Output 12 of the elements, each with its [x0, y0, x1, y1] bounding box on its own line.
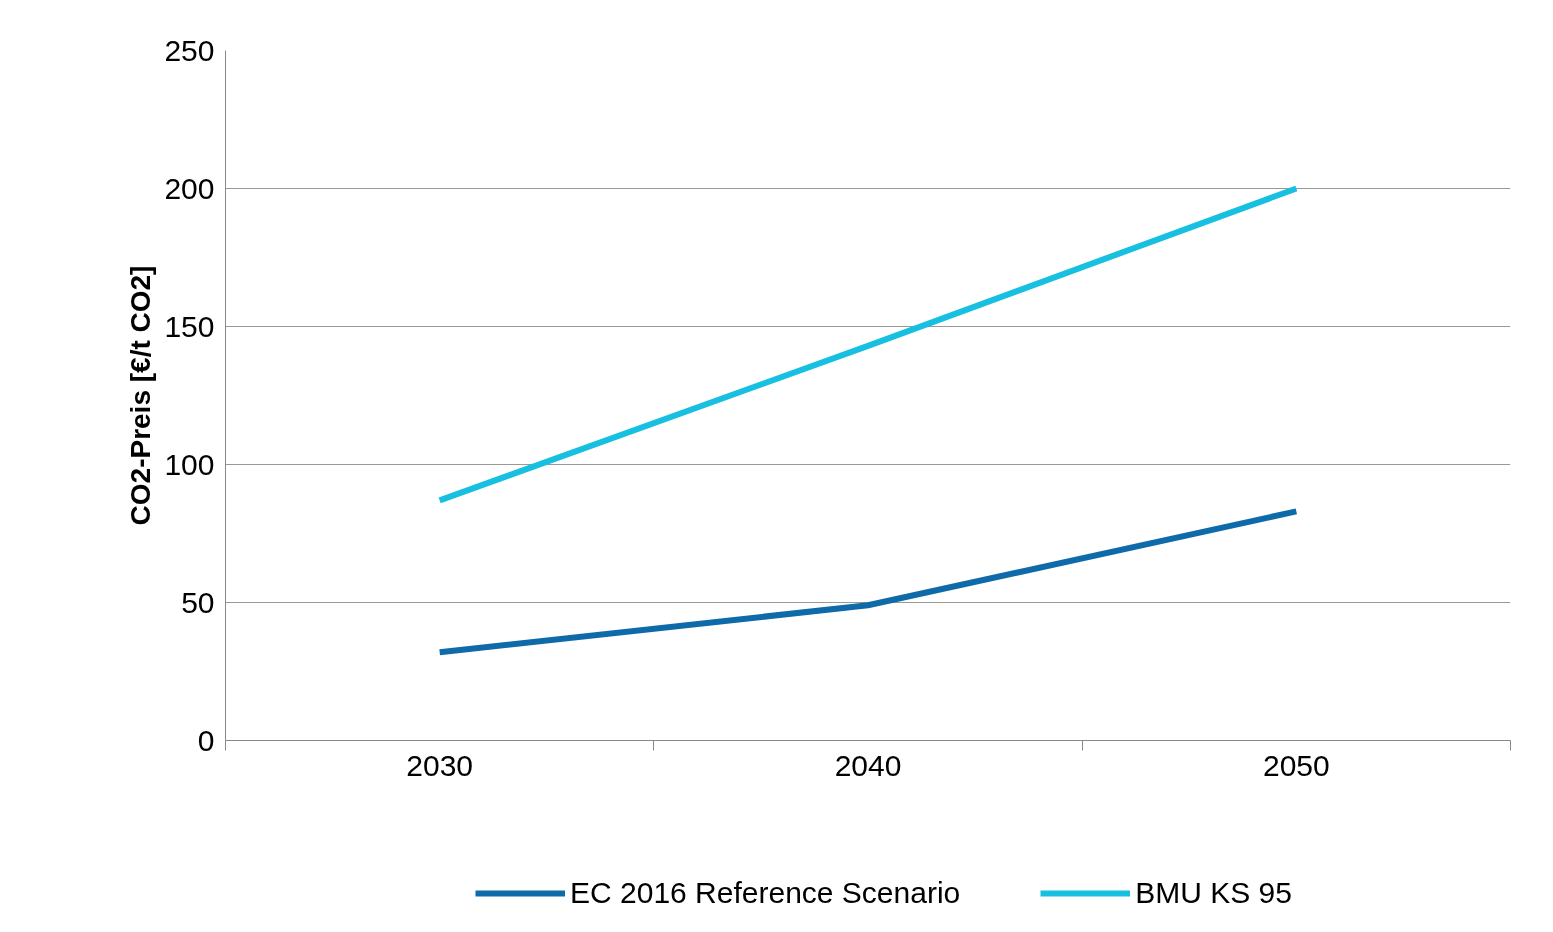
y-axis-title: CO2-Preis [€/t CO2] [125, 265, 157, 526]
y-tick-label: 150 [164, 309, 215, 343]
y-tick-label: 0 [197, 723, 215, 757]
y-tick-label: 50 [181, 585, 215, 619]
y-tick-label: 250 [164, 33, 215, 67]
y-tick-label: 100 [164, 447, 215, 481]
legend-label: BMU KS 95 [1135, 876, 1292, 910]
x-tick-label: 2040 [834, 748, 902, 782]
y-tick-label: 200 [164, 171, 215, 205]
x-tick-label: 2050 [1262, 748, 1330, 782]
x-tick-label: 2030 [406, 748, 474, 782]
legend-label: EC 2016 Reference Scenario [570, 876, 961, 910]
